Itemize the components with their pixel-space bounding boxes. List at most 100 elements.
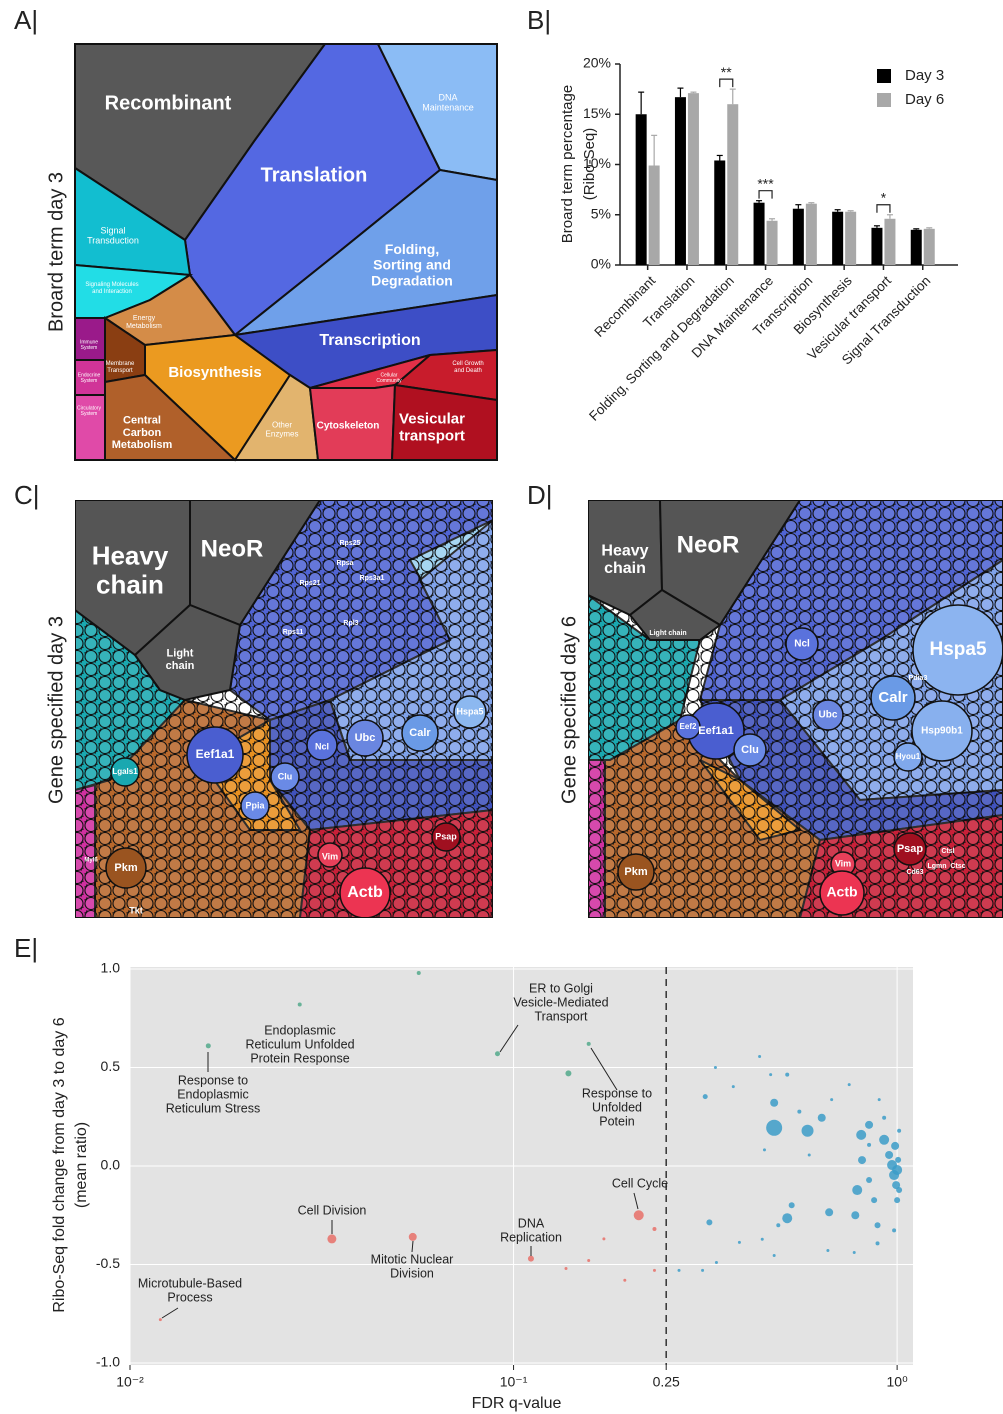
region-label: chain (166, 660, 195, 672)
region-label: Psap (897, 843, 924, 855)
x-tick-label: Recombinant (591, 273, 658, 340)
region-label: Pkm (114, 862, 137, 874)
point (760, 1237, 764, 1241)
region-label: Ncl (794, 639, 810, 650)
y-tick-label: 1.0 (101, 960, 121, 976)
significance-label: *** (757, 175, 774, 191)
region-label: Eef1a1 (698, 725, 733, 737)
y-axis-title: (Ribo-Seq) (581, 128, 598, 201)
x-tick-label: 10⁻² (116, 1374, 144, 1390)
point (788, 1202, 795, 1209)
point (633, 1210, 644, 1221)
point (847, 1083, 851, 1087)
legend-label: Day 6 (905, 91, 944, 108)
gene-cell (270, 762, 300, 792)
region-label: Metabolism (112, 439, 173, 451)
point (897, 1128, 902, 1133)
point (797, 1109, 802, 1114)
annotation: Reticulum Unfolded (245, 1037, 354, 1051)
region-label: Biosynthesis (168, 364, 261, 381)
gene-cell (912, 604, 1003, 696)
region-label: Endocrine (78, 373, 101, 379)
point (652, 1268, 656, 1272)
point (769, 1073, 773, 1077)
region-label: Clu (278, 771, 293, 781)
gene-cell (431, 822, 461, 852)
axis-title: Gene specified day 6 (558, 616, 580, 804)
point (879, 1134, 890, 1145)
gene-cell (453, 695, 487, 729)
point (830, 1098, 834, 1102)
x-tick-label: 0.25 (653, 1374, 680, 1390)
point (158, 1318, 162, 1322)
region-label: Vim (322, 851, 338, 861)
region-label: Central (123, 415, 161, 427)
annotation: Mitotic Nuclear (371, 1252, 454, 1266)
point (494, 1051, 500, 1057)
x-tick-label: 10⁻¹ (500, 1374, 528, 1390)
bar (714, 160, 726, 265)
y-tick-label: 20% (583, 55, 611, 71)
point (817, 1113, 826, 1122)
gene-cell (105, 847, 147, 889)
bar (635, 114, 647, 265)
x-axis-title: FDR q-value (472, 1395, 562, 1412)
region-label: Maintenance (422, 102, 474, 112)
point (865, 1120, 874, 1129)
point (586, 1041, 591, 1046)
point (416, 970, 421, 975)
point (852, 1250, 856, 1254)
region-label: Vim (835, 858, 851, 868)
point (587, 1259, 591, 1263)
region-label: Cellular (381, 373, 398, 379)
annotation-pointer (633, 1192, 639, 1210)
region-label: Cytoskeleton (317, 421, 380, 432)
region-label: Ubc (355, 732, 376, 744)
region-label: Hsp90b1 (921, 726, 963, 737)
y-axis-title: Broard term percentage (559, 85, 576, 243)
region-label: System (81, 378, 98, 384)
annotation: Process (167, 1290, 212, 1304)
axis-title: Broard term day 3 (45, 172, 67, 332)
point (891, 1141, 900, 1150)
point (867, 1142, 872, 1147)
region-label: Signal (100, 225, 125, 235)
region-label: Translation (261, 164, 368, 186)
point (408, 1232, 417, 1241)
point (782, 1213, 793, 1224)
region-label: Actb (347, 884, 383, 901)
annotation: Reticulum Stress (166, 1101, 260, 1115)
point (652, 1227, 657, 1232)
point (825, 1208, 834, 1217)
point (871, 1197, 878, 1204)
region-label: Folding, (385, 241, 439, 257)
annotation: Potein (599, 1114, 634, 1128)
annotation: Endoplasmic (264, 1023, 336, 1037)
region-label: Hspa5 (929, 639, 986, 660)
region-label: transport (399, 427, 465, 444)
point (731, 1085, 735, 1089)
point (327, 1234, 337, 1244)
region-label: Membrane (106, 361, 135, 367)
point (866, 1176, 873, 1183)
region-label: Eef2 (680, 722, 697, 731)
point (770, 1098, 779, 1107)
region-label: Rps11 (283, 629, 304, 636)
region-label: Heavy (92, 540, 169, 570)
point (785, 1072, 790, 1077)
point (205, 1043, 211, 1049)
region-label: Light (167, 648, 194, 660)
y-tick-label: -1.0 (96, 1354, 120, 1370)
region-label: Cell Growth (452, 361, 483, 367)
region-label: Energy (133, 315, 156, 322)
axis-title: Gene specified day 3 (45, 616, 67, 804)
region-label: Enzymes (266, 430, 299, 439)
point (766, 1119, 783, 1136)
y-tick-label: 15% (583, 105, 611, 121)
annotation: Vesicle-Mediated (513, 995, 608, 1009)
region-label: and Death (454, 368, 482, 374)
region-label: Calr (409, 727, 431, 739)
